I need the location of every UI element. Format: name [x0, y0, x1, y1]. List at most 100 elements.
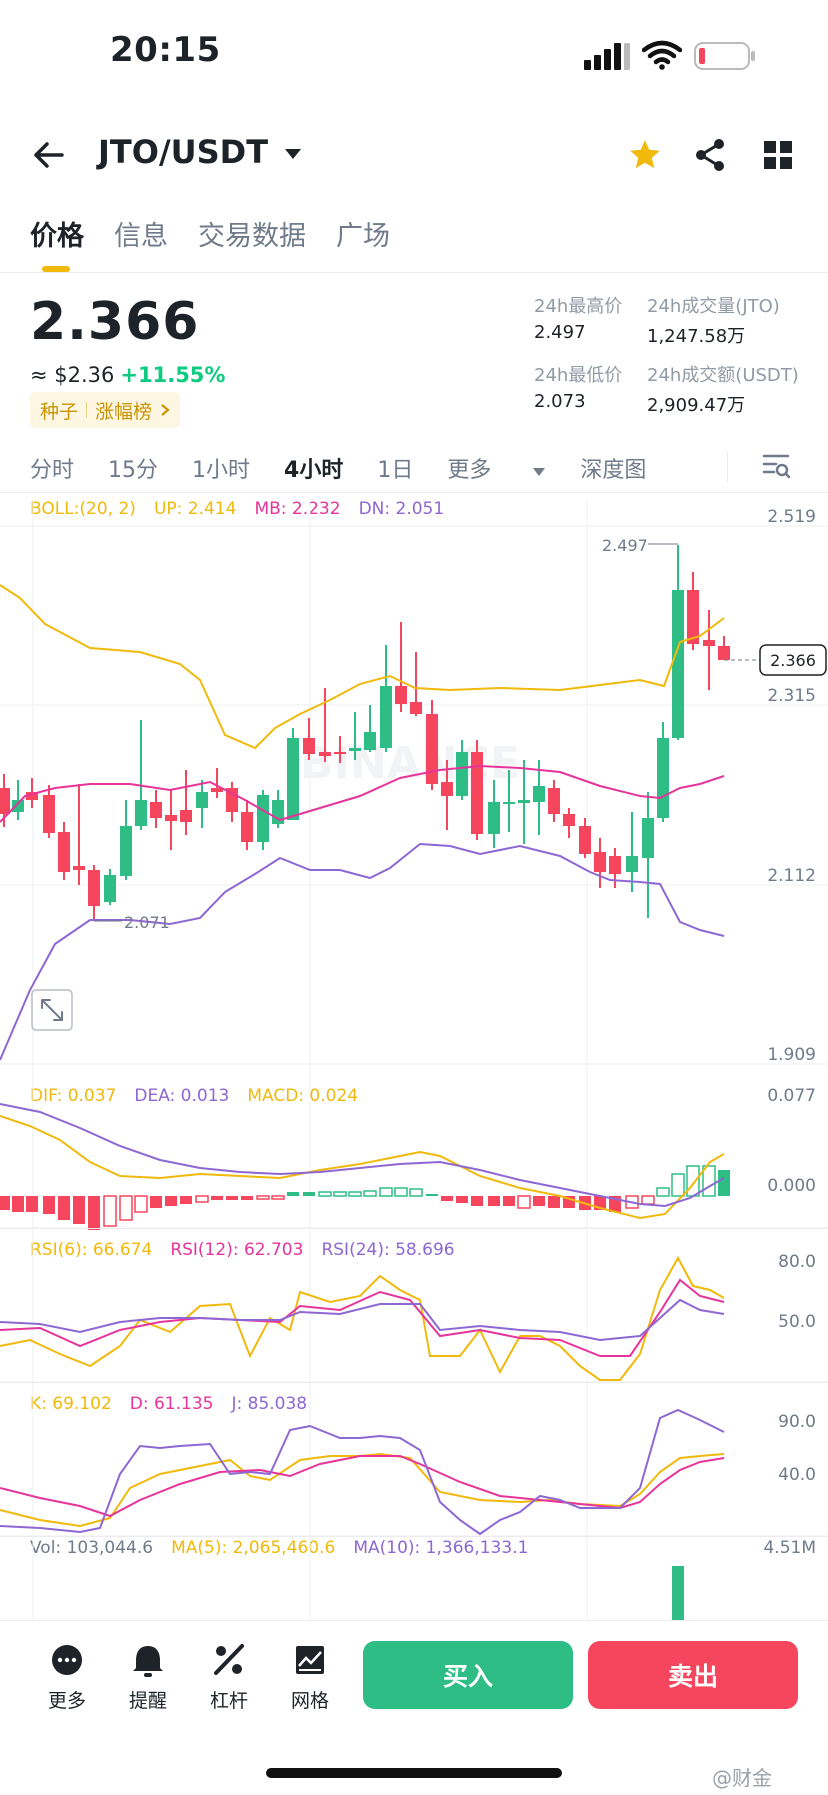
tab-trading-data[interactable]: 交易数据 [198, 221, 306, 252]
kdj-y-label: 90.0 [778, 1412, 816, 1432]
tag-seed: 种子 [40, 400, 79, 423]
boll-middle-line [0, 764, 725, 823]
grid-trading-icon [296, 1646, 324, 1674]
pair-title[interactable]: JTO/USDT [98, 133, 269, 171]
tag-gainers: 涨幅榜 [95, 400, 153, 423]
interval-15m[interactable]: 15分 [108, 458, 159, 483]
rsi-24: RSI(24): 58.696 [321, 1240, 455, 1260]
interval-more[interactable]: 更多 [447, 452, 546, 484]
tab-price[interactable]: 价格 [30, 221, 84, 252]
bottom-bar-divider [0, 1620, 828, 1621]
interval-divider [727, 452, 728, 482]
nav-more[interactable]: 更多 [32, 1640, 102, 1713]
battery-icon [694, 42, 755, 70]
rsi-y-label: 50.0 [778, 1312, 816, 1332]
rsi-12: RSI(12): 62.703 [170, 1240, 304, 1260]
macd-value: MACD: 0.024 [247, 1086, 359, 1106]
nav-leverage[interactable]: 杠杆 [194, 1640, 264, 1713]
boll-title: BOLL:(20, 2) [30, 499, 136, 519]
nav-more-label: 更多 [47, 1690, 86, 1712]
interval-divider-line [0, 492, 828, 493]
vol-y-label: 4.51M [763, 1538, 816, 1558]
stat-high-value: 2.497 [534, 322, 586, 343]
interval-bar: 分时 15分 1小时 4小时 1日 更多 深度图 [30, 452, 680, 484]
macd-histogram [0, 1165, 730, 1230]
last-price: 2.366 [30, 292, 200, 352]
tag-box[interactable]: 种子 涨幅榜 [30, 392, 181, 428]
sell-button[interactable]: 卖出 [588, 1641, 798, 1709]
vol-ma10: MA(10): 1,366,133.1 [353, 1538, 529, 1558]
more-dots-icon [52, 1645, 82, 1675]
stat-low-label: 24h最低价 [534, 365, 623, 386]
percent-icon [214, 1644, 244, 1675]
interval-1h[interactable]: 1小时 [192, 458, 251, 483]
caret-down-icon[interactable] [284, 148, 302, 160]
kline-chart[interactable]: BINANCE [0, 492, 828, 1620]
candles [0, 545, 730, 920]
boll-y-label: 2.315 [767, 686, 816, 706]
nav-grid-label: 网格 [290, 1690, 329, 1712]
stat-low-value: 2.073 [534, 391, 586, 412]
caret-down-icon [533, 468, 546, 476]
back-arrow-icon[interactable] [32, 140, 66, 170]
boll-y-label: 2.112 [767, 866, 816, 886]
wifi-icon [642, 40, 682, 70]
vol-legend: Vol: 103,044.6 MA(5): 2,065,460.6 MA(10)… [30, 1538, 528, 1558]
chevron-right-icon [161, 404, 170, 416]
low-marker: 2.071 [124, 913, 170, 932]
stat-vol-base-label: 24h成交量(JTO) [647, 296, 780, 317]
tab-info[interactable]: 信息 [114, 221, 168, 252]
vol-value: Vol: 103,044.6 [30, 1538, 154, 1558]
rsi24-line [0, 1298, 725, 1342]
buy-button[interactable]: 买入 [363, 1641, 573, 1709]
signal-icon [584, 43, 630, 70]
nav-grid[interactable]: 网格 [275, 1640, 345, 1713]
kdj-legend: K: 69.102 D: 61.135 J: 85.038 [30, 1394, 307, 1414]
boll-mb: MB: 2.232 [254, 499, 341, 519]
boll-y-label: 2.519 [767, 507, 816, 527]
rsi12-line [0, 1278, 725, 1357]
macd-dea-line [0, 1103, 725, 1208]
stat-vol-quote-label: 24h成交额(USDT) [647, 365, 799, 386]
boll-dn: DN: 2.051 [358, 499, 445, 519]
boll-y-label: 1.909 [767, 1045, 816, 1065]
tag-separator [86, 402, 88, 418]
nav-alert[interactable]: 提醒 [113, 1640, 183, 1713]
expand-icon[interactable] [31, 989, 73, 1031]
macd-dea: DEA: 0.013 [134, 1086, 230, 1106]
stat-vol-base-value: 1,247.58万 [647, 326, 746, 347]
chart-settings-icon[interactable] [762, 452, 790, 480]
grid-menu-icon[interactable] [764, 141, 792, 169]
high-marker: 2.497 [602, 536, 648, 555]
bell-icon [133, 1646, 163, 1677]
kdj-d: D: 61.135 [129, 1394, 214, 1414]
interval-1d[interactable]: 1日 [377, 458, 414, 483]
macd-legend: DIF: 0.037 DEA: 0.013 MACD: 0.024 [30, 1086, 358, 1106]
interval-4h[interactable]: 4小时 [284, 458, 344, 483]
chart-grid [0, 500, 828, 1620]
macd-y-label: 0.000 [767, 1176, 816, 1196]
stat-high-label: 24h最高价 [534, 296, 623, 317]
tab-square[interactable]: 广场 [336, 221, 390, 252]
home-indicator [266, 1768, 562, 1778]
kdj-d-line [0, 1455, 725, 1518]
macd-dif: DIF: 0.037 [30, 1086, 117, 1106]
tabs-divider [0, 272, 828, 273]
price-change: +11.55% [120, 363, 226, 387]
nav-alert-label: 提醒 [128, 1690, 167, 1712]
macd-dif-line [0, 1115, 725, 1220]
current-price-tag [759, 644, 827, 676]
share-icon[interactable] [694, 138, 726, 172]
kdj-j-line [0, 1408, 725, 1536]
interval-more-label: 更多 [447, 458, 492, 483]
kdj-j: J: 85.038 [231, 1394, 308, 1414]
pane-divider [0, 1228, 828, 1229]
interval-timeline[interactable]: 分时 [30, 458, 75, 483]
boll-lower-line [0, 842, 725, 1061]
pane-divider [0, 1536, 828, 1537]
binance-watermark: BINANCE [300, 738, 520, 789]
star-icon[interactable] [628, 138, 662, 172]
boll-upper-line [0, 584, 725, 750]
rsi6-line [0, 1255, 725, 1381]
interval-depth[interactable]: 深度图 [580, 458, 647, 483]
